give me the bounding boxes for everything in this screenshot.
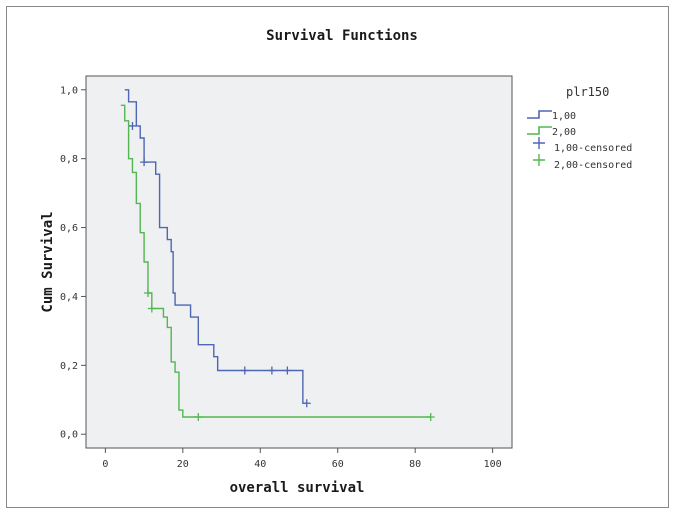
x-tick-label: 40 (254, 459, 266, 470)
y-tick-label: 0,2 (60, 361, 78, 372)
y-tick-label: 0,8 (60, 154, 78, 165)
legend-swatch-2-00 (527, 126, 552, 135)
legend-label-2-00: 2,00 (552, 127, 576, 138)
y-axis: 0,0 0,2 0,4 0,6 0,8 1,0 (60, 85, 86, 441)
x-axis-label: overall survival (230, 480, 365, 496)
x-tick-label: 0 (102, 459, 108, 470)
y-tick-label: 1,0 (60, 85, 78, 96)
censored-marker-series-1 (283, 366, 292, 375)
legend-label-2-00-censored: 2,00-censored (554, 160, 632, 171)
y-tick-label: 0,0 (60, 430, 78, 441)
censored-marker-series-1 (240, 366, 249, 375)
censored-marker-series-1 (128, 121, 137, 130)
legend-title: plr150 (566, 85, 609, 99)
censored-marker-series-1 (267, 366, 276, 375)
y-tick-label: 0,4 (60, 292, 78, 303)
chart-title: Survival Functions (266, 28, 418, 44)
x-tick-label: 100 (484, 459, 502, 470)
legend: plr150 1,00 2,00 1,00-censored 2,00-cens… (527, 85, 632, 171)
x-tick-label: 80 (409, 459, 421, 470)
legend-label-1-00: 1,00 (552, 111, 576, 122)
censored-marker-series-2 (426, 413, 435, 421)
survival-line-series-1 (124, 89, 307, 404)
legend-swatch-1-00 (527, 110, 552, 119)
censored-marker-series-2 (143, 289, 152, 297)
legend-censored-marker-1-00 (533, 137, 545, 149)
x-tick-label: 20 (177, 459, 189, 470)
y-axis-label: Cum Survival (40, 211, 56, 312)
x-tick-label: 60 (332, 459, 344, 470)
censored-marker-series-2 (194, 413, 203, 421)
legend-label-1-00-censored: 1,00-censored (554, 143, 632, 154)
series-layer (120, 89, 435, 421)
censored-marker-series-2 (147, 304, 156, 313)
legend-censored-marker-2-00 (533, 154, 545, 166)
censored-marker-series-1 (140, 158, 149, 167)
censored-marker-series-1 (302, 399, 311, 408)
plot-area (85, 75, 513, 449)
y-tick-label: 0,6 (60, 223, 78, 234)
x-axis: 0 20 40 60 80 100 (102, 448, 502, 470)
